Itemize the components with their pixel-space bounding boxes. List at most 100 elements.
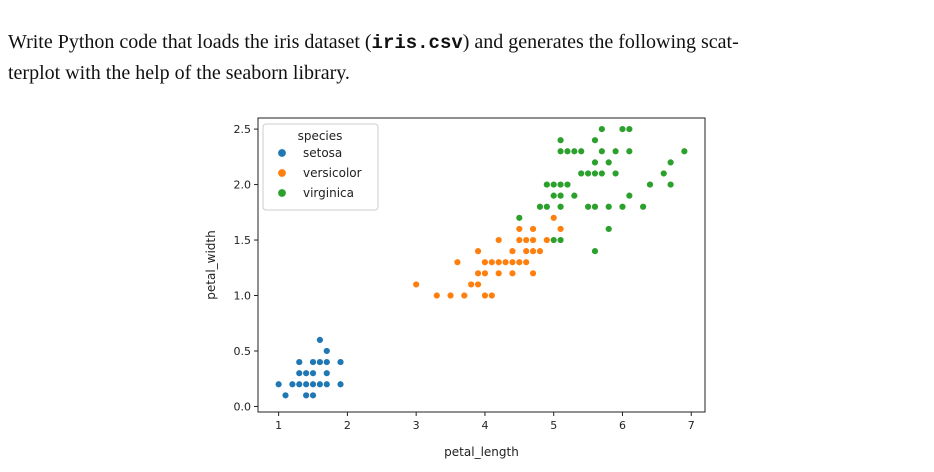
x-tick-label: 4: [481, 419, 488, 432]
point-versicolor-8: [522, 258, 530, 266]
point-virginica-17: [666, 158, 675, 167]
point-versicolor-4: [522, 236, 530, 244]
point-virginica-34: [591, 247, 599, 255]
legend-box: [262, 123, 379, 211]
plot-frame: [257, 117, 706, 413]
legend: species setosa versicolor virginica: [262, 123, 379, 211]
y-tick-label: 0.5: [234, 345, 252, 358]
legend-marker-setosa: [277, 148, 287, 158]
point-virginica-44: [598, 125, 606, 133]
legend-marker-virginica: [277, 188, 287, 198]
point-virginica-10: [556, 180, 565, 189]
point-setosa-45: [302, 369, 310, 377]
point-versicolor-12: [481, 291, 489, 300]
filename-code: iris.csv: [371, 32, 463, 54]
point-virginica-35: [625, 147, 634, 155]
point-setosa-22: [274, 380, 283, 388]
point-versicolor-40: [508, 269, 517, 278]
point-virginica-27: [543, 203, 551, 211]
point-setosa-41: [295, 369, 303, 377]
point-virginica-14: [556, 136, 565, 144]
point-virginica-30: [625, 191, 634, 200]
scatterplot: 1 2 3 4 5 6 7 0.0 0.5 1.0 1.5 2.0 2.5 petal_length p…: [204, 117, 706, 459]
point-virginica-39: [577, 169, 585, 178]
point-versicolor-34: [515, 236, 524, 244]
point-versicolor-32: [474, 269, 482, 278]
point-virginica-19: [550, 236, 558, 244]
legend-label-versicolor: versicolor: [303, 166, 362, 180]
point-setosa-23: [323, 347, 331, 355]
point-setosa-13: [281, 391, 290, 400]
point-versicolor-41: [522, 247, 530, 255]
point-setosa-24: [336, 380, 345, 388]
question-prompt: Write Python code that loads the iris da…: [8, 27, 908, 88]
point-setosa-26: [316, 358, 324, 366]
point-virginica-28: [591, 169, 599, 178]
legend-label-setosa: setosa: [303, 146, 342, 160]
point-versicolor-35: [515, 225, 524, 233]
prompt-text-start: Write Python code that loads the iris da…: [8, 31, 372, 53]
prompt-text-line2: terplot with the help of the seaborn lib…: [8, 62, 350, 84]
point-versicolor-47: [501, 258, 510, 266]
point-virginica-3: [591, 203, 599, 211]
point-virginica-15: [570, 147, 579, 155]
point-virginica-12: [584, 169, 592, 178]
point-versicolor-31: [460, 291, 469, 300]
point-versicolor-33: [556, 225, 565, 233]
y-axis-label: petal_width: [204, 230, 218, 299]
point-setosa-31: [309, 358, 317, 366]
point-versicolor-29: [446, 291, 455, 300]
point-versicolor-5: [515, 258, 524, 266]
point-virginica-32: [591, 158, 599, 167]
point-virginica-7: [639, 203, 647, 211]
point-versicolor-30: [467, 280, 475, 289]
point-virginica-5: [660, 169, 668, 178]
point-virginica-13: [550, 180, 558, 189]
point-versicolor-42: [481, 269, 489, 278]
y-tick-label: 0.0: [234, 400, 252, 413]
point-setosa-46: [316, 380, 324, 388]
point-versicolor-36: [529, 236, 537, 244]
point-versicolor-26: [536, 247, 544, 255]
point-virginica-41: [556, 147, 565, 155]
point-setosa-18: [323, 369, 331, 377]
point-versicolor-23: [529, 269, 537, 278]
point-versicolor-49: [488, 258, 496, 266]
point-versicolor-45: [494, 269, 503, 278]
point-virginica-9: [625, 125, 634, 133]
x-tick-label: 3: [413, 419, 420, 432]
y-tick-label: 2.0: [234, 179, 252, 192]
point-setosa-49: [302, 380, 310, 388]
point-virginica-18: [680, 147, 689, 155]
point-virginica-2: [611, 169, 620, 178]
point-setosa-48: [309, 380, 317, 388]
point-versicolor-25: [508, 247, 517, 255]
y-tick-label: 1.0: [234, 290, 252, 303]
point-virginica-29: [605, 225, 613, 233]
point-versicolor-11: [494, 236, 503, 244]
point-virginica-11: [570, 191, 579, 200]
y-tick-label: 2.5: [234, 123, 252, 136]
point-virginica-46: [550, 191, 558, 200]
point-virginica-43: [611, 147, 620, 155]
point-virginica-47: [563, 180, 572, 189]
point-setosa-44: [336, 358, 345, 366]
x-tick-label: 1: [275, 419, 282, 432]
point-versicolor-17: [488, 291, 496, 300]
point-setosa-5: [323, 358, 331, 366]
point-virginica-38: [536, 203, 544, 211]
legend-label-virginica: virginica: [303, 186, 354, 200]
prompt-text-end: ) and generates the following scat-: [462, 31, 739, 53]
point-virginica-6: [515, 214, 524, 222]
x-tick-label: 5: [550, 419, 557, 432]
point-versicolor-46: [494, 258, 503, 266]
point-versicolor-43: [433, 291, 441, 300]
point-setosa-20: [323, 380, 331, 388]
point-versicolor-14: [453, 258, 462, 266]
point-setosa-42: [295, 380, 303, 388]
x-tick-label: 2: [344, 419, 351, 432]
point-versicolor-27: [550, 214, 558, 222]
point-virginica-0: [618, 125, 627, 133]
point-virginica-4: [605, 158, 613, 167]
point-versicolor-37: [508, 258, 517, 266]
